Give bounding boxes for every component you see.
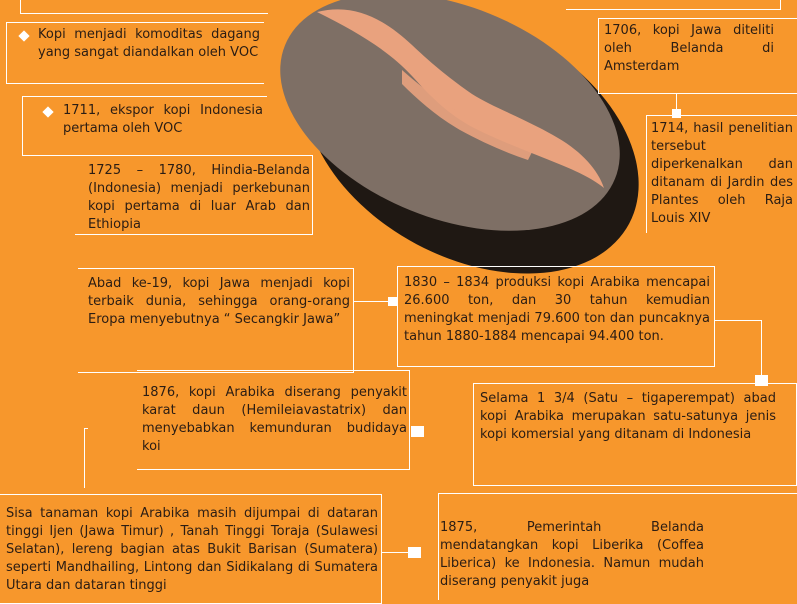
connector-square-icon [755, 375, 768, 386]
frame-liberica-1875 [438, 493, 797, 600]
frame-java-best [78, 268, 354, 373]
top-right-frame [566, 0, 781, 10]
connector-line [354, 301, 390, 302]
connector-square-icon [388, 297, 397, 306]
fact-export-1711: 1711, ekspor kopi Indonesia pertama oleh… [63, 103, 263, 136]
connector-line [714, 320, 762, 321]
frame-production-1830 [397, 266, 715, 367]
fact-plantation-1725: 1725 – 1780, Hindia-Belanda (Indonesia) … [88, 163, 310, 232]
frame-plantation-1725 [75, 155, 313, 235]
fact-liberica-1875: 1875, Pemerintah Belanda mendatangkan ko… [440, 520, 704, 589]
fact-voc-commodity: Kopi menjadi komoditas dagang yang sanga… [38, 27, 260, 60]
connector-square-icon [672, 109, 681, 118]
bean-stripe [317, 9, 604, 189]
fact-research-1706: 1706, kopi Jawa diteliti oleh Belanda di… [604, 23, 774, 74]
connector-line [382, 552, 410, 553]
fact-remaining: Sisa tanaman kopi Arabika masih dijumpai… [6, 506, 378, 593]
fact-jardin-1714: 1714, hasil penelitian tersebut diperken… [651, 121, 793, 226]
frame-jardin-1714 [646, 115, 797, 233]
fact-production-1830: 1830 – 1834 produksi kopi Arabika mencap… [404, 275, 710, 344]
connector-line [676, 94, 677, 112]
connector-line [761, 320, 762, 378]
top-left-frame [20, 0, 268, 14]
connector-square-icon [411, 426, 424, 437]
fact-java-best: Abad ke-19, kopi Jawa menjadi kopi terba… [88, 276, 350, 327]
frame-voc-commodity [6, 22, 264, 84]
frame-research-1706 [598, 18, 797, 94]
coffee-bean-illustration [280, 0, 639, 274]
bean-stripe-lower [402, 70, 534, 160]
connector-square-icon [408, 547, 421, 558]
frame-rust-1876 [137, 370, 410, 470]
fact-rust-1876: 1876, kopi Arabika diserang penyakit kar… [142, 385, 407, 454]
frame-rust-1876-left [84, 428, 88, 488]
fact-century-arabica: Selama 1 3/4 (Satu – tigaperempat) abad … [480, 391, 776, 442]
